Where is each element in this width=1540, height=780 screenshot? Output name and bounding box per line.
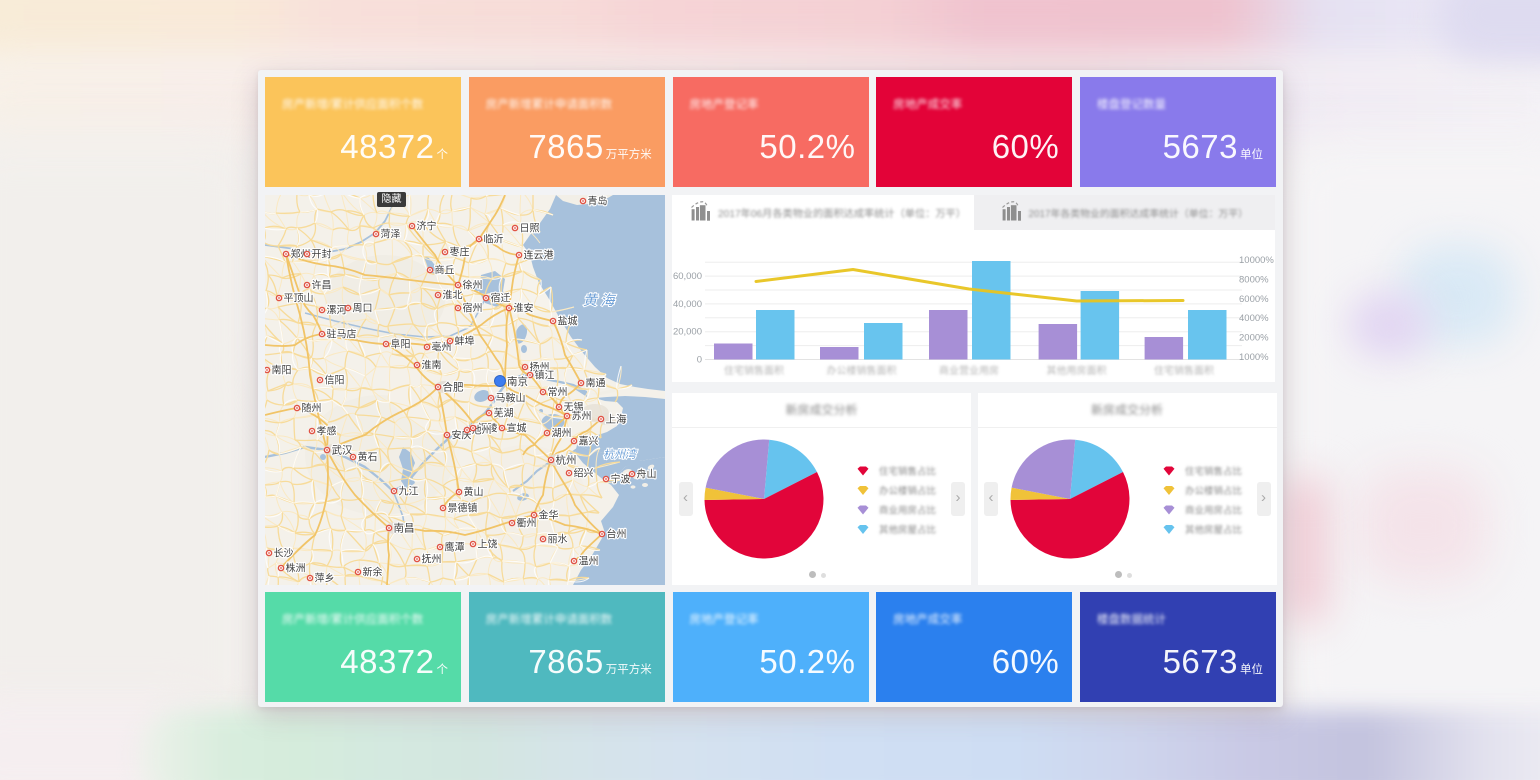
svg-text:商业用房占比: 商业用房占比	[1185, 505, 1242, 517]
svg-text:菏泽: 菏泽	[381, 229, 401, 241]
svg-text:黄 海: 黄 海	[583, 293, 616, 309]
svg-text:连云港: 连云港	[524, 249, 554, 262]
svg-text:商业营业用房: 商业营业用房	[939, 364, 999, 377]
svg-text:芜湖: 芜湖	[494, 407, 514, 420]
svg-text:信阳: 信阳	[325, 375, 345, 387]
svg-text:上海: 上海	[606, 413, 627, 426]
svg-text:杭州湾: 杭州湾	[603, 448, 638, 461]
svg-text:办公楼销占比: 办公楼销占比	[879, 485, 936, 497]
svg-text:舟山: 舟山	[637, 468, 657, 481]
svg-text:济宁: 济宁	[417, 220, 437, 233]
svg-text:亳州: 亳州	[432, 341, 452, 354]
svg-text:0: 0	[697, 355, 702, 366]
svg-text:绍兴: 绍兴	[574, 467, 594, 480]
svg-text:黄山: 黄山	[464, 486, 484, 499]
svg-text:鹰潭: 鹰潭	[445, 541, 465, 554]
svg-text:铜陵: 铜陵	[478, 423, 498, 435]
svg-text:其他房屋占比: 其他房屋占比	[1185, 524, 1242, 536]
svg-text:郑州: 郑州	[291, 248, 311, 261]
svg-text:阜阳: 阜阳	[391, 338, 411, 351]
svg-text:其他房屋占比: 其他房屋占比	[879, 524, 936, 536]
svg-text:2000%: 2000%	[1239, 333, 1269, 344]
svg-text:南京: 南京	[507, 375, 528, 388]
svg-text:淮安: 淮安	[514, 302, 534, 315]
svg-text:开封: 开封	[312, 248, 332, 261]
svg-text:青岛: 青岛	[588, 195, 608, 208]
svg-text:池州: 池州	[472, 424, 492, 437]
svg-text:扬州: 扬州	[530, 361, 550, 374]
svg-text:4000%: 4000%	[1239, 313, 1269, 324]
svg-text:孝感: 孝感	[317, 425, 337, 438]
svg-text:台州: 台州	[607, 528, 627, 541]
svg-text:蚌埠: 蚌埠	[455, 335, 475, 348]
svg-text:枣庄: 枣庄	[450, 246, 470, 259]
svg-text:商业用房占比: 商业用房占比	[879, 505, 936, 517]
svg-text:办公楼销占比: 办公楼销占比	[1185, 485, 1242, 497]
svg-text:徐州: 徐州	[463, 279, 483, 292]
svg-text:临沂: 临沂	[484, 233, 504, 246]
svg-text:抚州: 抚州	[422, 554, 442, 566]
svg-text:温州: 温州	[579, 556, 599, 568]
svg-text:1000%: 1000%	[1239, 352, 1269, 363]
svg-text:20,000: 20,000	[673, 327, 702, 338]
svg-text:南昌: 南昌	[394, 522, 415, 535]
svg-text:8000%: 8000%	[1239, 274, 1269, 285]
svg-text:住宅销售面积: 住宅销售面积	[724, 364, 784, 377]
svg-text:其他用房面积: 其他用房面积	[1047, 364, 1107, 377]
svg-text:常州: 常州	[548, 386, 568, 399]
svg-text:商丘: 商丘	[435, 264, 455, 277]
svg-text:许昌: 许昌	[312, 280, 332, 292]
svg-text:镇江: 镇江	[535, 369, 555, 382]
svg-text:武汉: 武汉	[332, 444, 353, 457]
svg-text:南通: 南通	[586, 377, 606, 390]
svg-text:住宅销售占比: 住宅销售占比	[1185, 466, 1242, 478]
svg-text:嘉兴: 嘉兴	[579, 435, 599, 448]
svg-text:萍乡: 萍乡	[315, 573, 335, 585]
svg-text:宣城: 宣城	[507, 422, 527, 435]
svg-text:10000%: 10000%	[1239, 255, 1274, 266]
svg-text:金华: 金华	[539, 509, 559, 522]
svg-text:长沙: 长沙	[274, 548, 294, 560]
svg-text:淮南: 淮南	[422, 359, 442, 372]
svg-text:杭州: 杭州	[556, 454, 577, 467]
svg-text:上饶: 上饶	[478, 538, 498, 551]
svg-text:合肥: 合肥	[443, 381, 464, 394]
svg-text:南阳: 南阳	[272, 364, 292, 377]
svg-text:住宅销售占比: 住宅销售占比	[879, 466, 936, 478]
svg-text:随州: 随州	[302, 402, 322, 415]
svg-text:衢州: 衢州	[517, 518, 537, 530]
svg-text:淮北: 淮北	[443, 290, 463, 302]
svg-text:漯河: 漯河	[327, 305, 347, 317]
svg-text:黄石: 黄石	[358, 451, 378, 464]
svg-text:60,000: 60,000	[673, 271, 702, 282]
svg-text:盐城: 盐城	[558, 315, 578, 328]
svg-text:湖州: 湖州	[552, 428, 572, 440]
svg-text:新余: 新余	[363, 566, 383, 579]
svg-text:驻马店: 驻马店	[327, 328, 357, 341]
svg-text:景德镇: 景德镇	[448, 502, 478, 515]
svg-text:无锡: 无锡	[564, 401, 584, 414]
svg-text:宿迁: 宿迁	[491, 292, 511, 305]
svg-text:办公楼销售面积: 办公楼销售面积	[827, 364, 897, 377]
svg-text:宿州: 宿州	[463, 302, 483, 315]
svg-text:丽水: 丽水	[548, 534, 568, 546]
svg-text:40,000: 40,000	[673, 299, 702, 310]
svg-text:株洲: 株洲	[286, 562, 306, 575]
svg-text:6000%: 6000%	[1239, 294, 1269, 305]
svg-text:日照: 日照	[520, 223, 540, 235]
svg-text:苏州: 苏州	[572, 410, 592, 423]
svg-text:住宅销售面积: 住宅销售面积	[1154, 364, 1214, 377]
svg-text:九江: 九江	[399, 486, 419, 498]
svg-text:宁波: 宁波	[611, 473, 631, 486]
svg-text:马鞍山: 马鞍山	[496, 392, 526, 405]
svg-text:周口: 周口	[353, 303, 373, 315]
svg-text:平顶山: 平顶山	[284, 293, 314, 305]
